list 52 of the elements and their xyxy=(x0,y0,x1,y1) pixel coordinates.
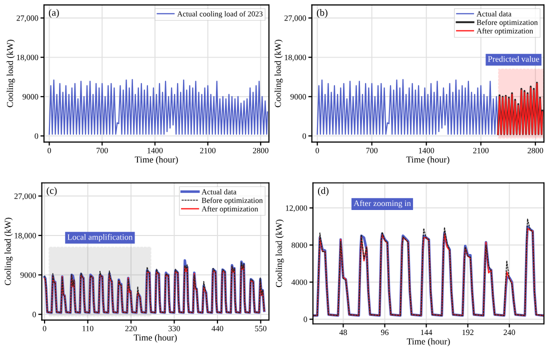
y-tick-label: 9000 xyxy=(22,94,38,100)
band-label: Local amplification xyxy=(67,234,133,242)
y-tick-label: 0 xyxy=(304,316,308,322)
x-tick-label: 2800 xyxy=(528,148,544,154)
band-label: Predicted value xyxy=(488,56,540,62)
x-tick-label: 96 xyxy=(380,330,389,336)
x-tick-label: 220 xyxy=(125,326,137,332)
x-tick-label: 0 xyxy=(42,326,46,332)
x-axis-title: Time (hour) xyxy=(406,338,450,346)
y-tick-label: 12,000 xyxy=(286,205,308,212)
x-tick-label: 0 xyxy=(48,148,51,154)
y-tick-label: 4000 xyxy=(291,280,308,286)
x-tick-label: 48 xyxy=(339,330,347,336)
x-tick-label: 2100 xyxy=(200,148,216,154)
x-tick-label: 0 xyxy=(316,148,320,154)
y-tick-label: 18,000 xyxy=(14,232,36,240)
y-tick-label: 18,000 xyxy=(17,54,38,62)
y-tick-label: 27,000 xyxy=(14,193,36,200)
y-tick-label: 18,000 xyxy=(284,54,306,62)
x-tick-label: 440 xyxy=(212,326,224,332)
x-tick-label: 240 xyxy=(504,330,516,336)
x-tick-label: 2100 xyxy=(473,148,489,154)
y-axis-title: Cooling load (kW) xyxy=(276,220,284,288)
x-tick-label: 2800 xyxy=(252,148,268,154)
x-axis-title: Time (hour) xyxy=(134,334,177,342)
y-axis-title: Cooling load (kW) xyxy=(6,40,15,108)
y-tick-label: 27,000 xyxy=(16,15,38,22)
y-tick-label: 9000 xyxy=(290,94,306,100)
x-tick-label: 330 xyxy=(168,326,180,332)
annotation: After zooming in xyxy=(354,200,411,208)
y-tick-label: 0 xyxy=(302,133,306,139)
chart-title: (b) xyxy=(316,9,328,18)
x-tick-label: 700 xyxy=(96,148,108,154)
x-axis-title: Time (hour) xyxy=(406,156,450,164)
chart-title: (a) xyxy=(48,9,59,18)
chart-title: (d) xyxy=(318,187,328,196)
x-axis-title: Time (hour) xyxy=(134,156,178,164)
y-axis-title: Cooling load (kW) xyxy=(274,40,283,108)
x-tick-label: 700 xyxy=(366,148,378,154)
y-tick-label: 0 xyxy=(34,133,38,139)
y-tick-label: 8000 xyxy=(292,242,308,248)
y-tick-label: 9000 xyxy=(20,272,36,278)
y-axis-title: Cooling load (kW) xyxy=(4,218,13,286)
x-tick-label: 1400 xyxy=(148,148,163,154)
x-tick-label: 192 xyxy=(462,330,474,336)
x-tick-label: 144 xyxy=(420,330,432,336)
chart-title: (c) xyxy=(46,186,57,196)
x-tick-label: 1400 xyxy=(418,148,434,154)
x-tick-label: 550 xyxy=(255,326,266,332)
x-tick-label: 110 xyxy=(82,326,94,332)
y-tick-label: 27,000 xyxy=(284,15,306,22)
y-tick-label: 0 xyxy=(32,312,36,318)
